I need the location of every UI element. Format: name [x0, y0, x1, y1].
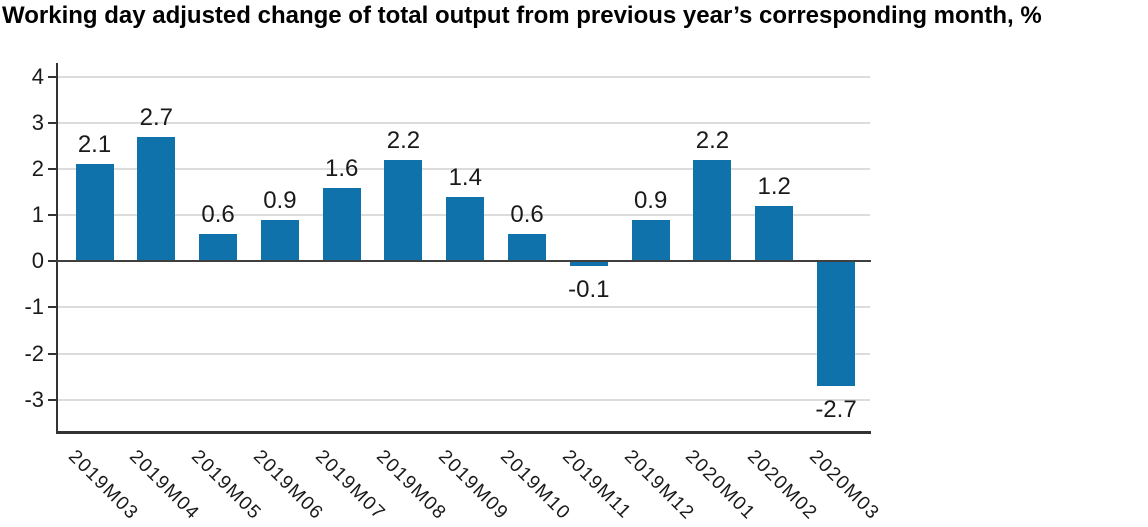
y-axis-tick-label: -2 — [24, 340, 44, 366]
y-axis-tick — [48, 121, 57, 124]
y-axis-tick-label: 1 — [31, 202, 44, 228]
y-axis-tick-label: 2 — [31, 156, 44, 182]
bar-value-label: -0.1 — [568, 275, 610, 303]
bar-value-label: 2.1 — [77, 131, 112, 159]
y-axis-tick — [48, 398, 57, 401]
bar-value-label: 2.2 — [386, 126, 421, 154]
gridline — [57, 398, 870, 401]
bar — [508, 233, 547, 262]
bar — [260, 219, 299, 262]
gridline — [57, 352, 870, 355]
gridline — [57, 121, 870, 124]
y-axis-tick-label: 0 — [31, 248, 44, 274]
bar-value-label: 0.9 — [633, 186, 668, 214]
bar — [446, 196, 485, 262]
bar-value-label: 1.2 — [757, 172, 791, 200]
gridline — [57, 75, 870, 78]
bar — [384, 159, 423, 262]
bar-value-label: 0.9 — [263, 186, 297, 214]
bar — [569, 261, 608, 266]
bar — [755, 205, 794, 262]
chart-title: Working day adjusted change of total out… — [2, 2, 1042, 29]
bar-value-label: 0.6 — [510, 200, 544, 228]
bar-value-label: 2.2 — [695, 126, 730, 154]
y-axis-line — [56, 63, 58, 434]
bar-value-label: 0.6 — [201, 200, 235, 228]
y-axis-tick — [48, 352, 57, 355]
y-axis-tick — [48, 260, 57, 263]
gridline — [57, 306, 870, 309]
bar — [817, 261, 855, 386]
bar — [322, 187, 361, 262]
y-axis-tick-label: 3 — [31, 109, 44, 135]
gridline — [57, 168, 870, 171]
zero-axis-line — [56, 260, 871, 263]
bar — [199, 233, 238, 262]
bar — [75, 164, 114, 262]
bar-value-label: 1.4 — [448, 163, 482, 191]
y-axis-tick-label: -1 — [24, 294, 44, 320]
y-axis-tick — [48, 306, 57, 309]
y-axis-tick-label: 4 — [31, 63, 44, 89]
bar-value-label: -2.7 — [815, 395, 857, 423]
y-axis-tick — [48, 168, 57, 171]
y-axis-tick-label: -3 — [24, 386, 44, 412]
y-axis-tick — [48, 214, 57, 217]
bar — [693, 159, 732, 262]
y-axis-tick — [48, 75, 57, 78]
bar — [631, 219, 670, 262]
bar-value-label: 2.7 — [139, 103, 173, 131]
x-axis-line — [56, 431, 871, 434]
bar-value-label: 1.6 — [324, 154, 359, 182]
bar — [137, 136, 176, 262]
